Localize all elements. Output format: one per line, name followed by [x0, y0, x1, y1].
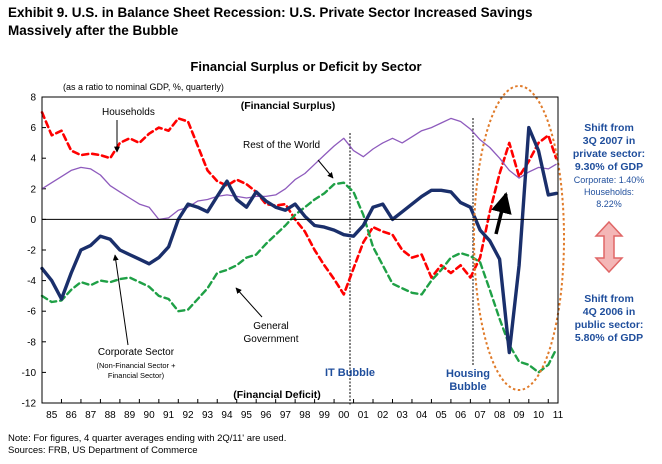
private-shift-line7: 8.22% [596, 199, 622, 209]
x-tick-label: 05 [436, 410, 448, 421]
corporate-pointer [112, 254, 129, 346]
exhibit-title-line2: Massively after the Bubble [8, 23, 179, 38]
footer: Note: For figures, 4 quarter averages en… [8, 433, 286, 457]
x-tick-label: 86 [66, 410, 78, 421]
x-tick-label: 96 [260, 410, 272, 421]
y-tick-label: -6 [27, 307, 36, 318]
x-tick-label: 04 [416, 410, 428, 421]
rest-of-world-pointer [317, 159, 334, 179]
plot-border [41, 96, 559, 404]
financial-deficit-label: (Financial Deficit) [233, 389, 321, 401]
general-government-pointer [235, 287, 263, 318]
x-tick-label: 06 [455, 410, 467, 421]
private-shift-callout: Shift from 3Q 2007 in private sector: 9.… [573, 122, 645, 209]
x-tick-label: 08 [494, 410, 506, 421]
footer-sources: Sources: FRB, US Department of Commerce [8, 445, 198, 456]
recession-highlight-ellipse [473, 85, 565, 391]
exhibit-title-line1: Exhibit 9. U.S. in Balance Sheet Recessi… [8, 5, 533, 20]
rest-of-world-annotation: Rest of the World [243, 140, 320, 151]
x-tick-label: 00 [338, 410, 350, 421]
x-tick-label: 02 [377, 410, 389, 421]
x-tick-label: 95 [241, 410, 253, 421]
series-line-households [40, 111, 558, 296]
y-tick-label: 0 [30, 215, 36, 226]
public-shift-line2: 4Q 2006 in [583, 306, 636, 318]
chart-title: Financial Surplus or Deficit by Sector [190, 59, 421, 74]
housing-bubble-label-line1: Housing [446, 368, 490, 380]
x-tick-label: 10 [533, 410, 545, 421]
x-tick-label: 90 [144, 410, 156, 421]
x-axis-ticks: 85 86 87 88 89 90 91 92 93 94 95 96 97 98 99 00 01 02 03 04… [41, 399, 564, 421]
x-tick-label: 07 [475, 410, 487, 421]
footer-note: Note: For figures, 4 quarter averages en… [8, 433, 287, 444]
x-tick-label: 92 [182, 410, 194, 421]
x-tick-label: 85 [46, 410, 58, 421]
corporate-annotation-line3: Financial Sector) [108, 371, 165, 380]
x-tick-label: 01 [358, 410, 370, 421]
x-tick-label: 87 [85, 410, 97, 421]
general-government-annotation-line1: General [253, 321, 289, 332]
public-shift-line4: 5.80% of GDP [575, 332, 643, 344]
x-tick-label: 09 [513, 410, 525, 421]
x-tick-label: 11 [553, 410, 564, 421]
y-axis-ticks: 8 6 4 2 0 -2 -4 -6 -8 -10 -12 [22, 93, 46, 410]
series-line-rest-of-the-world [41, 117, 557, 221]
corporate-annotation-line1: Corporate Sector [98, 347, 175, 358]
series-layer [40, 111, 558, 374]
private-shift-line6: Households: [584, 187, 634, 197]
x-tick-label: 89 [124, 410, 136, 421]
exhibit-title: Exhibit 9. U.S. in Balance Sheet Recessi… [8, 4, 648, 40]
plot-frame [41, 96, 559, 404]
private-shift-line2: 3Q 2007 in [583, 135, 636, 147]
private-shift-line1: Shift from [584, 122, 634, 134]
y-tick-label: -8 [27, 337, 36, 348]
private-shift-line4: 9.30% of GDP [575, 161, 643, 173]
general-government-annotation-line2: Government [243, 334, 298, 345]
corporate-annotation-line2: (Non-Financial Sector + [97, 361, 177, 370]
y-tick-label: 4 [30, 154, 36, 165]
housing-bubble-label-line2: Bubble [449, 381, 486, 393]
x-tick-label: 88 [105, 410, 117, 421]
x-tick-label: 93 [202, 410, 214, 421]
y-tick-label: 6 [30, 123, 36, 134]
x-tick-label: 94 [221, 410, 233, 421]
private-shift-line3: private sector: [573, 148, 645, 160]
y-tick-label: 2 [30, 184, 36, 195]
y-tick-label: -10 [22, 368, 37, 379]
x-tick-label: 03 [397, 410, 409, 421]
x-tick-label: 97 [280, 410, 292, 421]
y-tick-label: 8 [30, 93, 36, 104]
y-tick-label: -12 [22, 399, 37, 410]
y-tick-label: -2 [27, 246, 36, 257]
x-tick-label: 99 [319, 410, 331, 421]
private-shift-line5: Corporate: 1.40% [574, 175, 645, 185]
public-shift-line3: public sector: [575, 319, 644, 331]
public-shift-line1: Shift from [584, 293, 634, 305]
financial-surplus-label: (Financial Surplus) [241, 100, 336, 112]
x-tick-label: 91 [163, 410, 175, 421]
x-tick-label: 98 [299, 410, 311, 421]
y-tick-label: -4 [27, 276, 36, 287]
households-annotation: Households [102, 107, 155, 118]
it-bubble-label: IT Bubble [325, 367, 375, 379]
private-shift-arrow [491, 191, 512, 235]
shift-double-arrow [594, 220, 624, 274]
public-shift-callout: Shift from 4Q 2006 in public sector: 5.8… [575, 293, 644, 344]
series-line-corporate-sector [40, 125, 558, 355]
y-axis-label: (as a ratio to nominal GDP, %, quarterly… [63, 82, 224, 92]
